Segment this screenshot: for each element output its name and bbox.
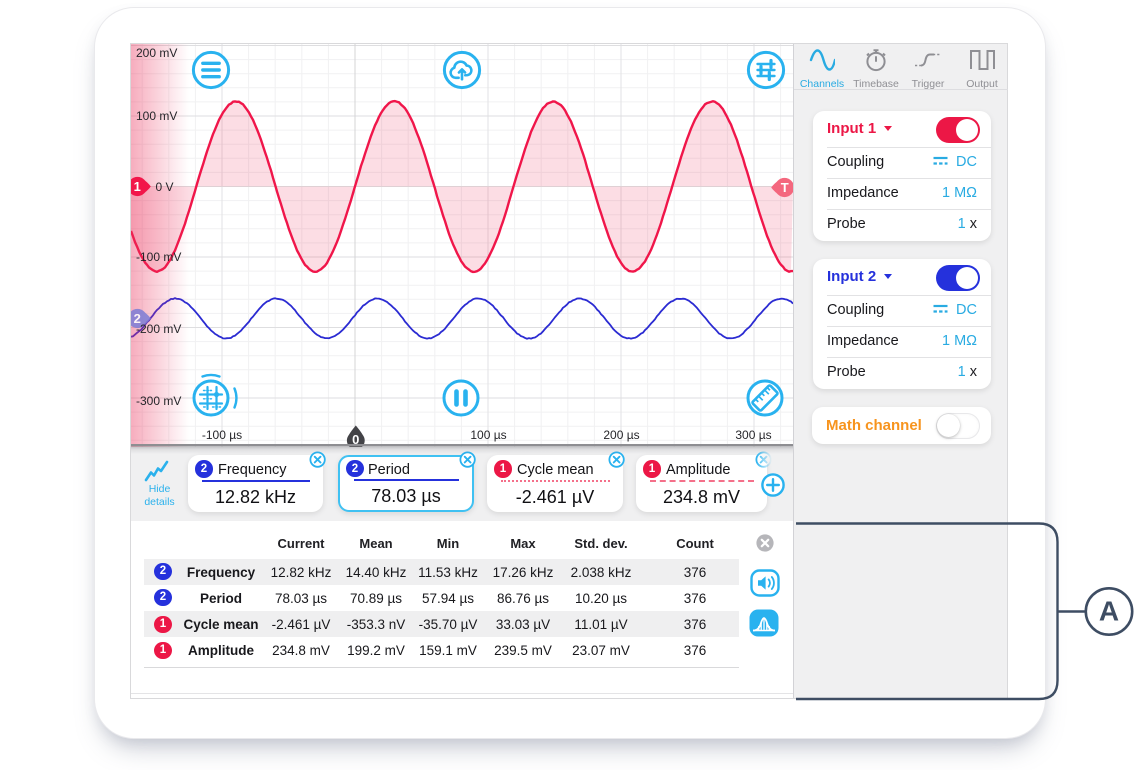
svg-text:2: 2 [134, 311, 141, 326]
svg-text:0: 0 [352, 432, 359, 447]
svg-text:A: A [1099, 596, 1119, 627]
svg-text:T: T [781, 180, 789, 195]
svg-text:1: 1 [134, 179, 141, 194]
